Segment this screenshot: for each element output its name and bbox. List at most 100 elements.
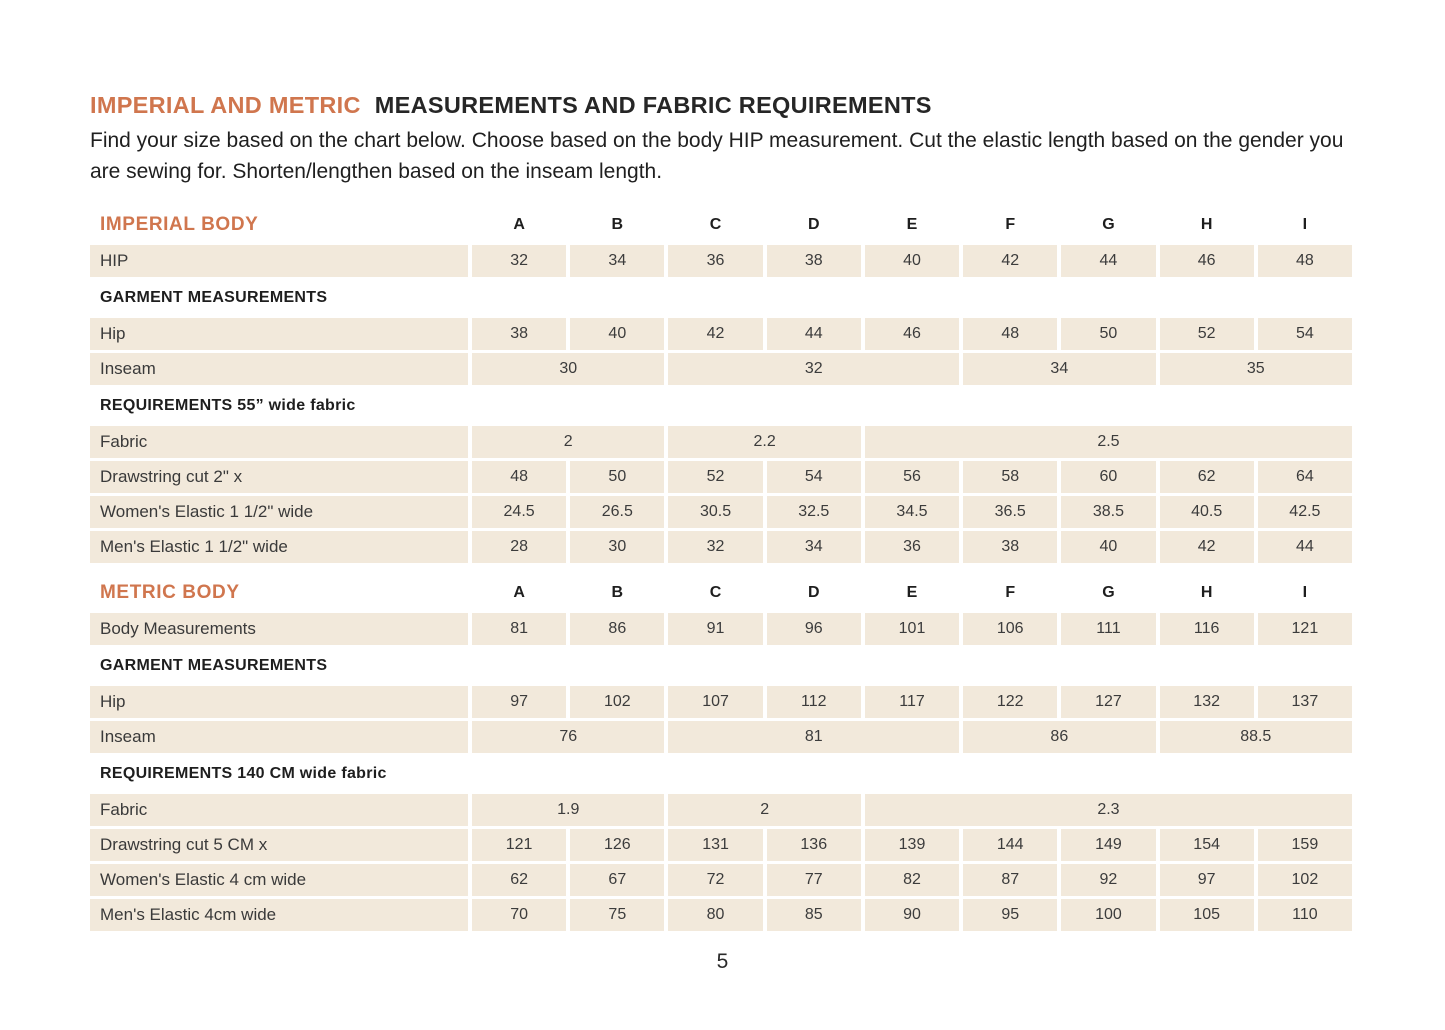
cell-value: 2.2 bbox=[668, 426, 861, 458]
row-label: Drawstring cut 5 CM x bbox=[90, 829, 468, 861]
size-letter: I bbox=[1302, 584, 1308, 601]
table-row: Women's Elastic 4 cm wide 62 67 72 77 82 87 92 9… bbox=[90, 864, 1352, 896]
cell-value: 86 bbox=[963, 721, 1156, 753]
cell-value: 46 bbox=[864, 318, 960, 350]
cell-value: 80 bbox=[668, 899, 763, 931]
size-letter: D bbox=[807, 216, 820, 233]
cell-value: 52 bbox=[1159, 318, 1254, 350]
page-title-accent: IMPERIAL AND METRIC bbox=[90, 92, 361, 118]
cell-value: 75 bbox=[570, 899, 665, 931]
row-label: Men's Elastic 1 1/2" wide bbox=[90, 531, 468, 563]
table-title: METRIC BODY bbox=[100, 582, 240, 603]
row-label: Hip bbox=[90, 318, 468, 350]
cell-value: 34 bbox=[766, 531, 861, 563]
cell-value: 82 bbox=[864, 864, 960, 896]
table-title: IMPERIAL BODY bbox=[100, 214, 259, 235]
cell-value: 38.5 bbox=[1061, 496, 1156, 528]
table-metric: METRIC BODY A B C D E F G H I Body Measurements 81 8… bbox=[90, 577, 1352, 931]
cell-value: 64 bbox=[1257, 461, 1352, 493]
cell-value: 136 bbox=[766, 829, 861, 861]
row-label: Inseam bbox=[90, 721, 468, 753]
cell-value: 112 bbox=[766, 686, 861, 718]
cell-value: 127 bbox=[1061, 686, 1156, 718]
table-row: Body Measurements 81 86 91 96 101 106 111 116 121 bbox=[90, 613, 1352, 645]
cell-value: 154 bbox=[1159, 829, 1254, 861]
cell-value: 44 bbox=[1061, 245, 1156, 277]
cell-value: 105 bbox=[1159, 899, 1254, 931]
cell-value: 107 bbox=[668, 686, 763, 718]
size-letter: C bbox=[709, 584, 722, 601]
intro-text: Find your size based on the chart below.… bbox=[90, 129, 1344, 183]
size-letter: E bbox=[906, 216, 918, 233]
row-label: Drawstring cut 2" x bbox=[90, 461, 468, 493]
cell-value: 97 bbox=[472, 686, 567, 718]
cell-value: 159 bbox=[1257, 829, 1352, 861]
cell-value: 1.9 bbox=[472, 794, 665, 826]
cell-value: 48 bbox=[1257, 245, 1352, 277]
cell-value: 102 bbox=[1257, 864, 1352, 896]
cell-value: 72 bbox=[668, 864, 763, 896]
cell-value: 2 bbox=[472, 426, 665, 458]
cell-value: 40 bbox=[1061, 531, 1156, 563]
row-label: Fabric bbox=[90, 794, 468, 826]
cell-value: 42 bbox=[668, 318, 763, 350]
cell-value: 34 bbox=[570, 245, 665, 277]
page-content: IMPERIAL AND METRIC MEASUREMENTS AND FABR… bbox=[90, 92, 1358, 934]
cell-value: 44 bbox=[1257, 531, 1352, 563]
cell-value: 32 bbox=[472, 245, 567, 277]
cell-value: 121 bbox=[1257, 613, 1352, 645]
cell-value: 28 bbox=[472, 531, 567, 563]
page-title: IMPERIAL AND METRIC MEASUREMENTS AND FABR… bbox=[90, 92, 1358, 119]
cell-value: 116 bbox=[1159, 613, 1254, 645]
row-label: Women's Elastic 1 1/2" wide bbox=[90, 496, 468, 528]
cell-value: 60 bbox=[1061, 461, 1156, 493]
row-label: Body Measurements bbox=[90, 613, 468, 645]
cell-value: 110 bbox=[1257, 899, 1352, 931]
size-letter: F bbox=[1005, 584, 1016, 601]
cell-value: 38 bbox=[766, 245, 861, 277]
page-title-main: MEASUREMENTS AND FABRIC REQUIREMENTS bbox=[374, 92, 932, 118]
table-row: Women's Elastic 1 1/2" wide 24.5 26.5 30.5 3… bbox=[90, 496, 1352, 528]
table-row: Men's Elastic 1 1/2" wide 28 30 32 34 36 38 40 4… bbox=[90, 531, 1352, 563]
size-letter: E bbox=[906, 584, 918, 601]
cell-value: 32 bbox=[668, 353, 960, 385]
table-imperial: IMPERIAL BODY A B C D E F G H I HIP 32 34 36 38 40 42 44 4… bbox=[90, 209, 1352, 563]
table-header-row: METRIC BODY A B C D E F G H I bbox=[90, 577, 1352, 609]
cell-value: 117 bbox=[864, 686, 960, 718]
cell-value: 100 bbox=[1061, 899, 1156, 931]
cell-value: 85 bbox=[766, 899, 861, 931]
cell-value: 106 bbox=[963, 613, 1058, 645]
cell-value: 76 bbox=[472, 721, 665, 753]
cell-value: 70 bbox=[472, 899, 567, 931]
cell-value: 81 bbox=[472, 613, 567, 645]
cell-value: 30 bbox=[570, 531, 665, 563]
cell-value: 67 bbox=[570, 864, 665, 896]
size-letter: A bbox=[513, 216, 525, 233]
cell-value: 38 bbox=[963, 531, 1058, 563]
cell-value: 40 bbox=[570, 318, 665, 350]
row-label: HIP bbox=[90, 245, 468, 277]
cell-value: 42 bbox=[963, 245, 1058, 277]
row-label: Men's Elastic 4cm wide bbox=[90, 899, 468, 931]
cell-value: 36 bbox=[864, 531, 960, 563]
cell-value: 50 bbox=[1061, 318, 1156, 350]
cell-value: 102 bbox=[570, 686, 665, 718]
cell-value: 62 bbox=[472, 864, 567, 896]
cell-value: 2.5 bbox=[864, 426, 1352, 458]
cell-value: 92 bbox=[1061, 864, 1156, 896]
size-letter: H bbox=[1200, 216, 1213, 233]
cell-value: 86 bbox=[570, 613, 665, 645]
size-letter: I bbox=[1302, 216, 1308, 233]
row-label: Hip bbox=[90, 686, 468, 718]
cell-value: 36 bbox=[668, 245, 763, 277]
cell-value: 46 bbox=[1159, 245, 1254, 277]
cell-value: 95 bbox=[963, 899, 1058, 931]
cell-value: 81 bbox=[668, 721, 960, 753]
section-header: REQUIREMENTS 140 CM wide fabric bbox=[100, 765, 387, 782]
cell-value: 44 bbox=[766, 318, 861, 350]
cell-value: 32 bbox=[668, 531, 763, 563]
cell-value: 97 bbox=[1159, 864, 1254, 896]
cell-value: 90 bbox=[864, 899, 960, 931]
cell-value: 131 bbox=[668, 829, 763, 861]
